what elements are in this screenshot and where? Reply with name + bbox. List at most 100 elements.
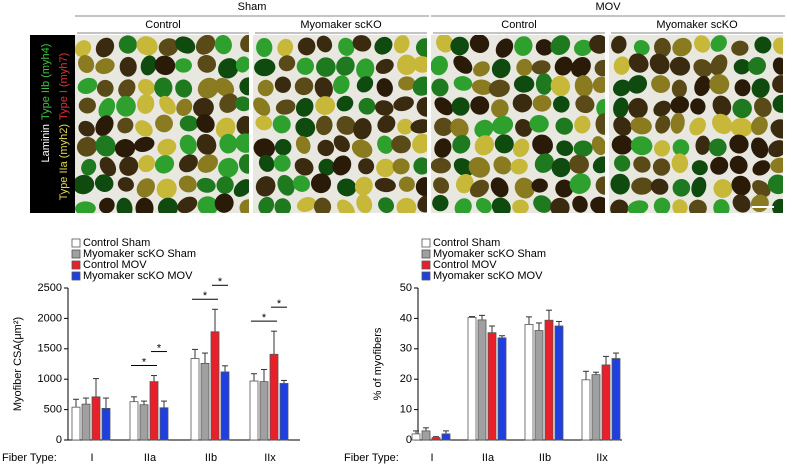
fiber bbox=[277, 38, 294, 57]
fiber bbox=[653, 37, 671, 58]
fiber bbox=[731, 40, 749, 56]
fiber bbox=[495, 38, 514, 58]
fiber bbox=[488, 79, 510, 98]
fiber bbox=[333, 135, 350, 153]
fiber bbox=[336, 95, 354, 112]
fiber bbox=[650, 178, 669, 195]
legend-swatch bbox=[71, 238, 81, 248]
y-tick-label: 0 bbox=[56, 434, 62, 446]
stain-label: Type IIa (myh2) bbox=[58, 124, 70, 200]
fiber bbox=[748, 57, 766, 75]
fiber bbox=[491, 99, 509, 118]
scale-bar bbox=[752, 206, 774, 208]
fiber bbox=[450, 118, 469, 138]
fiber bbox=[431, 55, 448, 76]
fiber bbox=[175, 58, 192, 73]
fiber bbox=[453, 158, 474, 177]
fiber bbox=[613, 116, 632, 136]
fiber bbox=[770, 119, 783, 139]
fiber bbox=[633, 40, 650, 56]
fiber bbox=[630, 136, 653, 156]
fiber bbox=[654, 140, 671, 157]
fiber bbox=[175, 36, 196, 54]
fiber bbox=[159, 95, 176, 115]
legend-label: Myomaker scKO Sham bbox=[83, 248, 196, 260]
fiber bbox=[219, 133, 238, 154]
fiber bbox=[709, 74, 730, 95]
fiber bbox=[316, 115, 333, 136]
fiber bbox=[157, 138, 177, 156]
fiber bbox=[117, 177, 134, 192]
fiber bbox=[471, 79, 493, 95]
fiber bbox=[733, 59, 751, 75]
fiber bbox=[277, 174, 295, 196]
stain-text: Laminin bbox=[40, 124, 52, 163]
fiber bbox=[611, 135, 633, 155]
fiber bbox=[154, 77, 173, 98]
fiber bbox=[514, 36, 533, 56]
fiber bbox=[95, 37, 115, 58]
fiber bbox=[272, 115, 291, 134]
fiber bbox=[75, 201, 96, 213]
fiber bbox=[374, 177, 396, 193]
bar bbox=[524, 324, 534, 441]
fiber bbox=[376, 158, 395, 178]
fiber bbox=[138, 155, 156, 173]
fiber bbox=[474, 119, 494, 139]
fiber bbox=[712, 95, 732, 117]
fiber bbox=[730, 117, 753, 138]
fiber bbox=[377, 135, 394, 154]
fiber bbox=[612, 79, 631, 97]
fiber bbox=[772, 198, 783, 213]
fiber bbox=[179, 134, 197, 155]
fiber bbox=[333, 75, 350, 95]
y-tick-label: 40 bbox=[400, 312, 412, 324]
fiber bbox=[178, 175, 197, 193]
stain-label: Type IIb (myh4) bbox=[40, 44, 52, 120]
fiber bbox=[551, 157, 571, 178]
fiber bbox=[295, 97, 314, 117]
fiber bbox=[392, 158, 410, 175]
fiber bbox=[253, 97, 271, 116]
fiber bbox=[314, 77, 333, 99]
stain-text: Type IIa (myh2) bbox=[58, 124, 70, 200]
micrograph bbox=[253, 35, 427, 213]
fiber bbox=[688, 199, 707, 213]
fiber bbox=[754, 97, 772, 117]
fiber bbox=[77, 77, 98, 94]
fiber bbox=[451, 97, 470, 116]
panel-label: Control bbox=[145, 19, 180, 31]
fiber bbox=[136, 178, 155, 198]
fiber bbox=[569, 154, 589, 174]
y-tick-label: 1000 bbox=[38, 373, 62, 385]
fiber bbox=[117, 117, 134, 134]
fiber bbox=[767, 174, 783, 195]
fiber bbox=[214, 35, 232, 55]
fiber bbox=[410, 119, 427, 134]
fiber bbox=[751, 78, 770, 98]
fiber bbox=[256, 37, 273, 58]
fiber bbox=[157, 197, 178, 213]
fiber bbox=[754, 36, 772, 54]
micrograph-content bbox=[253, 35, 427, 213]
fiber bbox=[592, 156, 605, 174]
micrograph-content bbox=[431, 35, 605, 213]
fiber bbox=[689, 117, 706, 136]
fiber bbox=[652, 158, 671, 176]
y-tick-label: 10 bbox=[400, 404, 412, 416]
significance-label: * bbox=[262, 312, 267, 324]
bar bbox=[601, 364, 611, 441]
fiber bbox=[431, 157, 451, 174]
fiber bbox=[177, 196, 198, 213]
panel-label: Myomaker scKO bbox=[656, 19, 738, 31]
fiber bbox=[595, 176, 605, 195]
fiber bbox=[240, 35, 249, 53]
fiber bbox=[770, 157, 783, 174]
fiber bbox=[214, 193, 234, 213]
fiber bbox=[94, 174, 114, 192]
fiber bbox=[694, 35, 711, 53]
fiber bbox=[75, 174, 95, 195]
fiber bbox=[337, 199, 355, 213]
y-tick-label: 2500 bbox=[38, 282, 62, 294]
legend-label: Myomaker scKO Sham bbox=[433, 248, 546, 260]
